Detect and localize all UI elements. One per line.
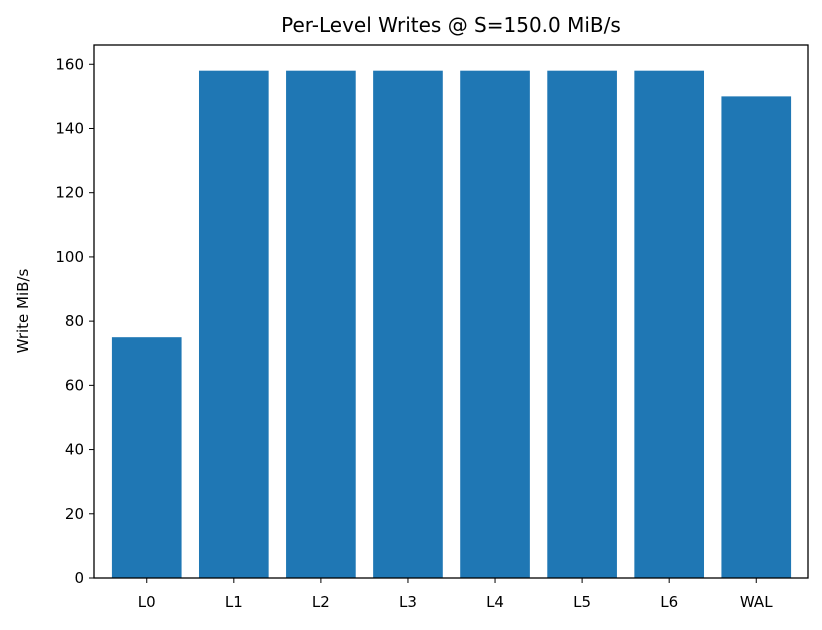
y-tick-label: 60 xyxy=(65,376,84,394)
y-tick-label: 160 xyxy=(55,55,84,73)
y-tick-label: 80 xyxy=(65,312,84,330)
x-axis-ticks: L0 L1 L2 L3 L4 L5 L6 WAL xyxy=(138,578,773,611)
bar-l3 xyxy=(373,70,443,579)
chart-title: Per-Level Writes @ S=150.0 MiB/s xyxy=(281,13,621,37)
x-tick-label: L3 xyxy=(399,593,417,611)
bar-l0 xyxy=(111,337,182,578)
y-axis-label: Write MiB/s xyxy=(14,268,32,353)
x-tick-label: L1 xyxy=(225,593,243,611)
bar-l1 xyxy=(198,70,269,579)
y-tick-label: 140 xyxy=(55,119,84,137)
bar-l6 xyxy=(634,70,705,579)
x-tick-label: L4 xyxy=(486,593,504,611)
x-tick-label: WAL xyxy=(740,593,773,611)
x-tick-label: L2 xyxy=(312,593,330,611)
y-axis-ticks: 0 20 40 60 80 100 120 140 160 xyxy=(55,55,94,587)
x-tick-label: L6 xyxy=(660,593,678,611)
y-tick-label: 100 xyxy=(55,248,84,266)
plot-frame xyxy=(93,44,809,579)
bar-l4 xyxy=(460,70,530,579)
x-tick-label: L5 xyxy=(573,593,591,611)
y-tick-label: 20 xyxy=(65,505,84,523)
bar-wal xyxy=(721,96,792,578)
bars-group xyxy=(111,70,792,579)
y-tick-label: 0 xyxy=(74,569,84,587)
y-tick-label: 120 xyxy=(55,184,84,202)
bar-l5 xyxy=(547,70,617,579)
y-tick-label: 40 xyxy=(65,441,84,459)
x-tick-label: L0 xyxy=(138,593,156,611)
bar-l2 xyxy=(286,70,356,579)
